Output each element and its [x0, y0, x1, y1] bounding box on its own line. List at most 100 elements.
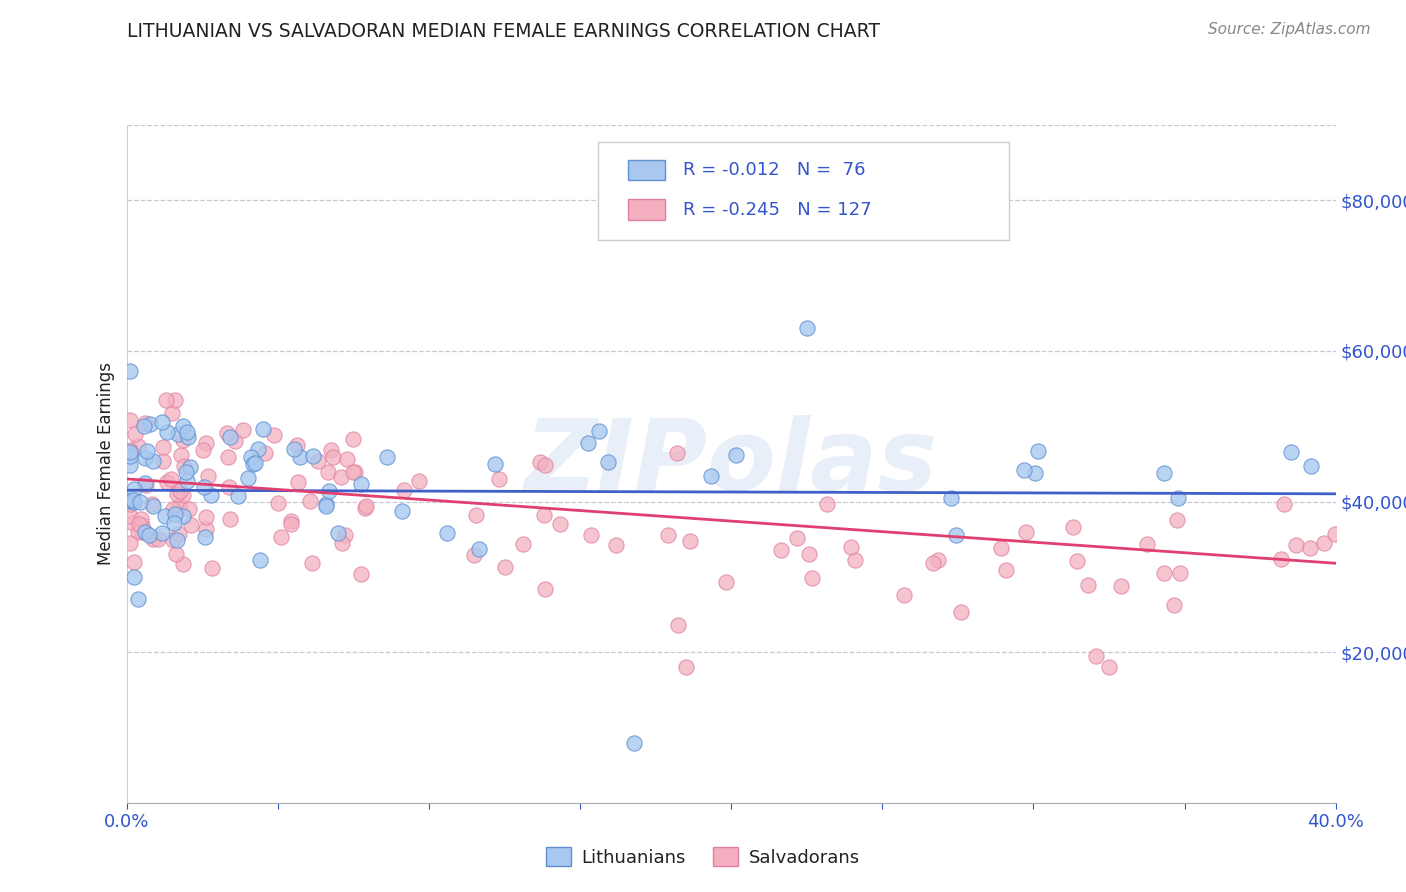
Point	[675, 660, 697, 674]
Point	[714, 574, 737, 589]
Point	[1323, 526, 1346, 541]
Point	[172, 508, 194, 523]
Point	[302, 449, 325, 463]
Point	[927, 553, 949, 567]
Point	[162, 533, 184, 547]
Point	[135, 444, 157, 458]
Bar	[628, 200, 665, 219]
Point	[142, 499, 165, 513]
Point	[169, 448, 191, 462]
Point	[193, 479, 215, 493]
Point	[1012, 463, 1035, 477]
Point	[179, 460, 201, 475]
Point	[152, 440, 174, 454]
Point	[350, 566, 373, 581]
Point	[169, 483, 191, 498]
Point	[598, 455, 620, 469]
Point	[465, 508, 488, 522]
Point	[252, 422, 274, 436]
Point	[1163, 598, 1185, 612]
Point	[1077, 577, 1099, 591]
Point	[283, 442, 305, 457]
Point	[242, 457, 264, 471]
Point	[1062, 519, 1084, 533]
Point	[167, 499, 190, 513]
Point	[194, 509, 217, 524]
Point	[326, 526, 349, 541]
Point	[243, 457, 266, 471]
Point	[839, 540, 862, 554]
Point	[315, 497, 337, 511]
Point	[118, 498, 141, 512]
Point	[118, 364, 141, 378]
Point	[150, 415, 173, 429]
Point	[131, 518, 153, 533]
Point	[263, 428, 285, 442]
Point	[1168, 566, 1191, 581]
Point	[122, 570, 145, 584]
Point	[120, 493, 142, 508]
Point	[215, 425, 238, 440]
Point	[253, 446, 276, 460]
Point	[129, 495, 152, 509]
Point	[141, 497, 163, 511]
Point	[796, 321, 818, 335]
Point	[1272, 497, 1295, 511]
Point	[534, 458, 557, 472]
Point	[174, 466, 197, 480]
Point	[134, 416, 156, 430]
Point	[801, 570, 824, 584]
Point	[131, 525, 153, 540]
Point	[267, 496, 290, 510]
Point	[391, 504, 413, 518]
Point	[156, 425, 179, 440]
Point	[436, 526, 458, 541]
Point	[127, 439, 149, 453]
Point	[298, 493, 321, 508]
Point	[769, 542, 792, 557]
Point	[249, 553, 271, 567]
Point	[1111, 580, 1133, 594]
Point	[152, 454, 174, 468]
Point	[354, 500, 377, 515]
Point	[218, 512, 240, 526]
Point	[319, 443, 342, 458]
Point	[165, 507, 187, 521]
Point	[533, 582, 555, 596]
Point	[127, 591, 149, 606]
Point	[1313, 536, 1336, 550]
Point	[134, 451, 156, 466]
Point	[224, 434, 246, 448]
Text: ZIPolas: ZIPolas	[524, 416, 938, 512]
Point	[118, 444, 141, 458]
Point	[949, 605, 972, 619]
Point	[995, 563, 1018, 577]
Point	[408, 474, 430, 488]
Point	[150, 526, 173, 541]
Point	[172, 419, 194, 434]
Point	[1166, 513, 1188, 527]
Point	[128, 517, 150, 532]
Point	[512, 537, 534, 551]
Point	[200, 488, 222, 502]
Point	[576, 436, 599, 450]
Point	[118, 536, 141, 550]
Point	[581, 528, 603, 542]
Point	[1085, 649, 1108, 664]
Text: LITHUANIAN VS SALVADORAN MEDIAN FEMALE EARNINGS CORRELATION CHART: LITHUANIAN VS SALVADORAN MEDIAN FEMALE E…	[127, 22, 880, 41]
Point	[336, 451, 359, 466]
Point	[1299, 541, 1322, 556]
Point	[1015, 525, 1038, 540]
Point	[142, 532, 165, 546]
Point	[238, 471, 260, 485]
Point	[218, 480, 240, 494]
Point	[153, 508, 176, 523]
Point	[127, 524, 149, 539]
Point	[330, 536, 353, 550]
Point	[335, 528, 357, 542]
Bar	[628, 161, 665, 180]
Point	[226, 489, 249, 503]
Point	[122, 495, 145, 509]
Point	[315, 499, 337, 513]
Point	[194, 522, 217, 536]
